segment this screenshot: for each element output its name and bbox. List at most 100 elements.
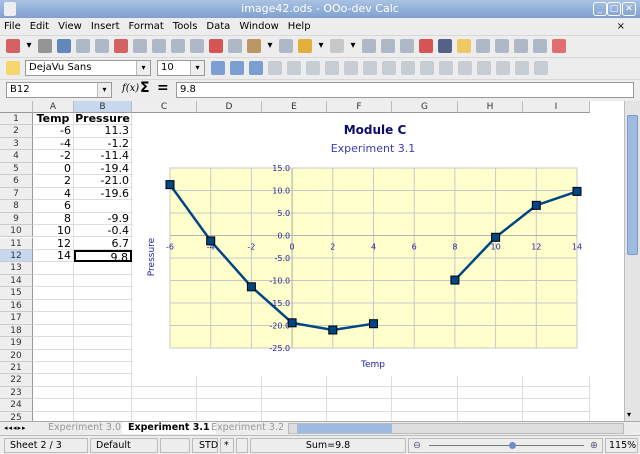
- cell[interactable]: [197, 386, 262, 400]
- dropdown-icon[interactable]: ▾: [318, 40, 324, 51]
- column-header-g[interactable]: G: [392, 101, 458, 113]
- cell[interactable]: [392, 399, 458, 412]
- help-icon[interactable]: [552, 39, 566, 53]
- cell[interactable]: [132, 386, 197, 400]
- column-header-f[interactable]: F: [327, 101, 392, 113]
- cell[interactable]: [132, 411, 197, 421]
- menu-help[interactable]: Help: [287, 21, 311, 32]
- cell[interactable]: [33, 362, 74, 375]
- cell[interactable]: Temp: [33, 113, 74, 126]
- page-style[interactable]: Default: [90, 438, 158, 453]
- font-color-icon[interactable]: [534, 61, 548, 75]
- chevron-down-icon[interactable]: ▾: [190, 61, 204, 75]
- cell[interactable]: 6.7: [74, 237, 132, 250]
- chevron-down-icon[interactable]: ▾: [136, 61, 150, 75]
- cell[interactable]: 12: [33, 237, 74, 250]
- cell[interactable]: [197, 411, 262, 421]
- menu-data[interactable]: Data: [206, 21, 231, 32]
- tab-navigation-icons[interactable]: ◂◂◂▸▸: [4, 424, 27, 432]
- row-header[interactable]: 12: [0, 249, 33, 263]
- cell[interactable]: [33, 299, 74, 313]
- row-header[interactable]: 14: [0, 274, 33, 288]
- cell[interactable]: [74, 287, 132, 300]
- cell[interactable]: [523, 411, 590, 421]
- cell[interactable]: [74, 312, 132, 325]
- new-icon[interactable]: [6, 39, 20, 53]
- row-header[interactable]: 25: [0, 411, 33, 421]
- dropdown-icon[interactable]: ▾: [26, 40, 32, 51]
- cell[interactable]: 11.3: [74, 125, 132, 138]
- row-header[interactable]: 3: [0, 137, 33, 151]
- menu-view[interactable]: View: [58, 21, 82, 32]
- percent-icon[interactable]: [382, 61, 396, 75]
- cell[interactable]: [33, 337, 74, 350]
- chart[interactable]: Module C Experiment 3.1 Temp Pressure 15…: [133, 113, 590, 376]
- hyperlink-icon[interactable]: [362, 39, 376, 53]
- column-header-b[interactable]: B: [74, 101, 132, 113]
- selected-cell[interactable]: 9.8: [74, 249, 132, 263]
- cell[interactable]: [262, 411, 327, 421]
- menu-file[interactable]: File: [4, 21, 21, 32]
- sort-descending-icon[interactable]: [400, 39, 414, 53]
- merge-cells-icon[interactable]: [344, 61, 358, 75]
- zoom-slider[interactable]: ⊖ ⊕: [408, 438, 603, 453]
- open-icon[interactable]: [38, 39, 52, 53]
- cell[interactable]: -6: [33, 125, 74, 138]
- save-icon[interactable]: [57, 39, 71, 53]
- font-size-combo[interactable]: 10 ▾: [157, 60, 205, 76]
- row-header[interactable]: 21: [0, 362, 33, 375]
- delete-decimal-icon[interactable]: [439, 61, 453, 75]
- row-header[interactable]: 17: [0, 312, 33, 325]
- row-header[interactable]: 4: [0, 150, 33, 163]
- cell[interactable]: 4: [33, 187, 74, 201]
- row-header[interactable]: 2: [0, 125, 33, 138]
- cell[interactable]: [74, 411, 132, 421]
- cell[interactable]: -0.4: [74, 225, 132, 238]
- row-header[interactable]: 19: [0, 337, 33, 350]
- selection-mode[interactable]: STD: [192, 438, 218, 453]
- cell[interactable]: [33, 324, 74, 338]
- font-name-combo[interactable]: DejaVu Sans ▾: [25, 60, 151, 76]
- cell[interactable]: [392, 411, 458, 421]
- format-paintbrush-icon[interactable]: [279, 39, 293, 53]
- close-button[interactable]: ✕: [622, 2, 636, 16]
- undo-icon[interactable]: [298, 39, 312, 53]
- function-wizard-icon[interactable]: f(x): [122, 83, 140, 94]
- row-header[interactable]: 22: [0, 374, 33, 387]
- bold-icon[interactable]: [211, 61, 225, 75]
- copy-icon[interactable]: [228, 39, 242, 53]
- cell[interactable]: 2: [33, 175, 74, 188]
- cell[interactable]: [327, 399, 392, 412]
- row-header[interactable]: 24: [0, 399, 33, 412]
- export-pdf-icon[interactable]: [114, 39, 128, 53]
- cut-icon[interactable]: [209, 39, 223, 53]
- find-icon[interactable]: [514, 39, 528, 53]
- row-header[interactable]: 7: [0, 187, 33, 201]
- row-header[interactable]: 13: [0, 262, 33, 275]
- standard-format-icon[interactable]: [401, 61, 415, 75]
- cell[interactable]: [327, 374, 392, 387]
- dropdown-icon[interactable]: ▾: [267, 40, 273, 51]
- scroll-down-icon[interactable]: ▾: [627, 410, 632, 419]
- cell[interactable]: -19.4: [74, 162, 132, 176]
- column-header-i[interactable]: I: [523, 101, 590, 113]
- cell[interactable]: [458, 386, 523, 400]
- email-icon[interactable]: [76, 39, 90, 53]
- cell[interactable]: -19.6: [74, 187, 132, 201]
- cell[interactable]: [33, 262, 74, 275]
- cell[interactable]: [74, 200, 132, 213]
- zoom-handle[interactable]: [509, 442, 516, 449]
- cell[interactable]: 10: [33, 225, 74, 238]
- row-header[interactable]: 5: [0, 162, 33, 176]
- menu-edit[interactable]: Edit: [29, 21, 50, 32]
- cell[interactable]: [392, 374, 458, 387]
- column-header-h[interactable]: H: [458, 101, 523, 113]
- scroll-thumb[interactable]: [297, 424, 392, 433]
- cell[interactable]: -2: [33, 150, 74, 163]
- row-header[interactable]: 1: [0, 113, 33, 126]
- align-center-icon[interactable]: [287, 61, 301, 75]
- column-header-e[interactable]: E: [262, 101, 327, 113]
- page-preview-icon[interactable]: [152, 39, 166, 53]
- column-header-a[interactable]: A: [33, 101, 74, 113]
- menu-window[interactable]: Window: [239, 21, 279, 32]
